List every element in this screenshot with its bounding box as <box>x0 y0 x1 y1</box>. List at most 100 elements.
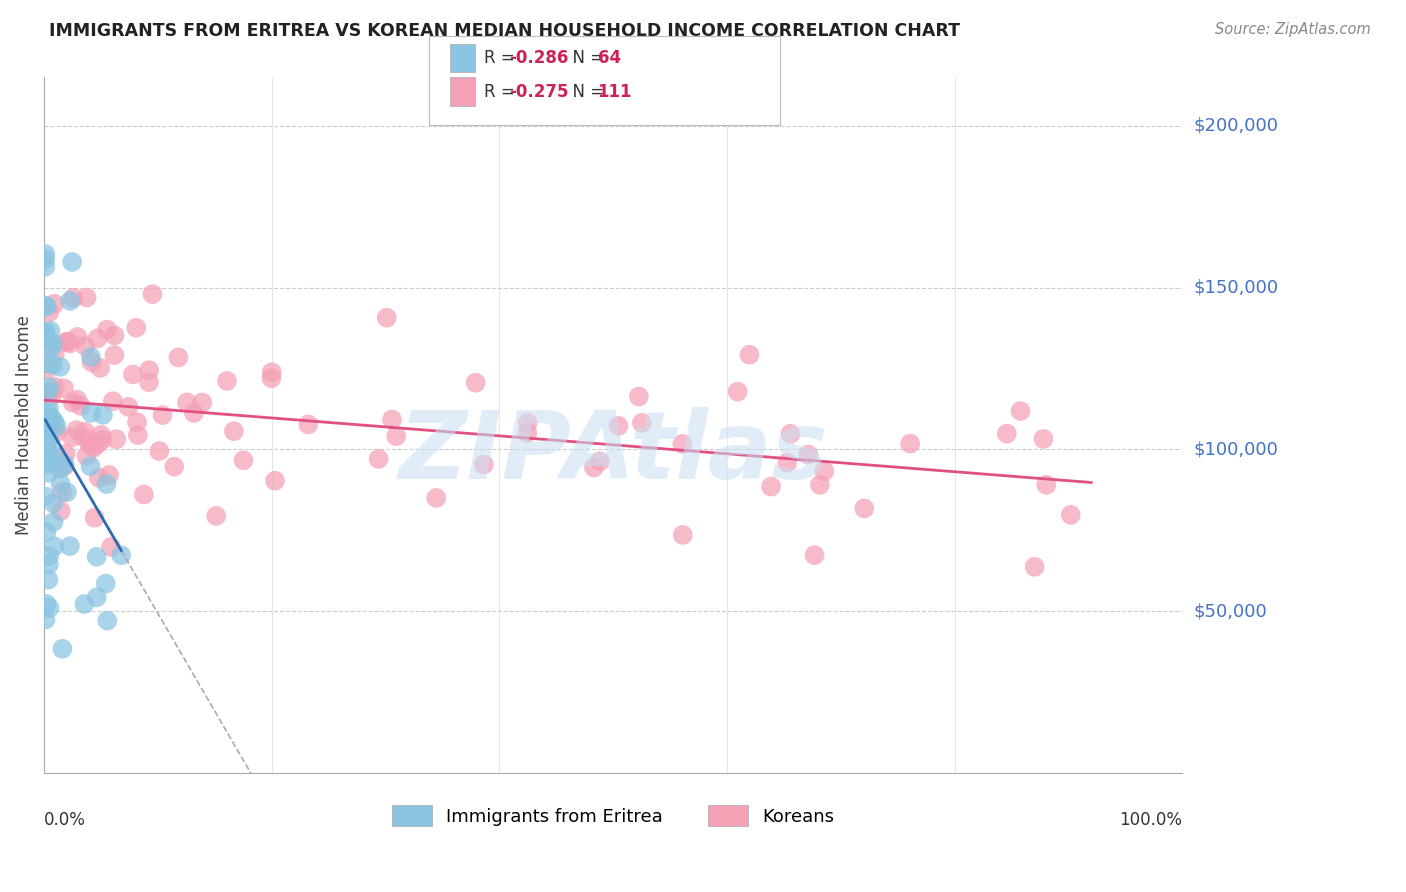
Point <box>49 504 72 518</box>
Point <box>122 368 145 382</box>
Point <box>86 549 108 564</box>
Point <box>138 375 160 389</box>
Point <box>89 360 111 375</box>
Point <box>35 525 58 540</box>
Text: $100,000: $100,000 <box>1194 441 1278 458</box>
Point <box>39 453 62 467</box>
Point <box>34 299 56 313</box>
Point <box>516 416 538 430</box>
Text: Source: ZipAtlas.com: Source: ZipAtlas.com <box>1215 22 1371 37</box>
Point <box>69 399 91 413</box>
Point <box>41 422 63 436</box>
Point <box>79 459 101 474</box>
Point <box>59 293 82 308</box>
Point <box>96 477 118 491</box>
Text: $50,000: $50,000 <box>1194 602 1267 620</box>
Point <box>381 412 404 426</box>
Text: 100.0%: 100.0% <box>1119 811 1182 829</box>
Point <box>75 339 97 353</box>
Point <box>141 287 163 301</box>
Point <box>51 641 73 656</box>
Point <box>37 437 59 451</box>
Point <box>65 423 87 437</box>
Point <box>260 365 283 379</box>
Point <box>80 406 103 420</box>
Point <box>215 374 238 388</box>
Point <box>46 425 69 439</box>
Point <box>83 510 105 524</box>
Point <box>52 381 75 395</box>
Point <box>83 441 105 455</box>
Point <box>464 376 486 390</box>
Point <box>90 428 112 442</box>
Point <box>627 390 650 404</box>
Point <box>671 437 693 451</box>
Y-axis label: Median Household Income: Median Household Income <box>15 315 32 535</box>
Point <box>80 437 103 451</box>
Point <box>38 305 60 319</box>
Point <box>103 328 125 343</box>
Point <box>39 324 62 338</box>
Point <box>1024 559 1046 574</box>
Point <box>191 395 214 409</box>
Point <box>34 247 56 261</box>
Point <box>37 334 59 348</box>
Point <box>37 420 59 434</box>
Point <box>34 325 56 339</box>
Point <box>51 485 73 500</box>
Point <box>385 429 408 443</box>
Point <box>41 389 63 403</box>
Point <box>117 400 139 414</box>
Point <box>853 501 876 516</box>
Point <box>205 508 228 523</box>
Point <box>59 539 82 553</box>
Point <box>87 471 110 485</box>
Point <box>86 331 108 345</box>
Text: -0.275: -0.275 <box>509 83 568 101</box>
Point <box>56 485 79 500</box>
Point <box>759 479 782 493</box>
Point <box>125 320 148 334</box>
Text: IMMIGRANTS FROM ERITREA VS KOREAN MEDIAN HOUSEHOLD INCOME CORRELATION CHART: IMMIGRANTS FROM ERITREA VS KOREAN MEDIAN… <box>49 22 960 40</box>
Point <box>37 387 59 401</box>
Point <box>49 461 72 475</box>
Point <box>41 411 63 425</box>
Point <box>55 334 77 349</box>
Point <box>98 467 121 482</box>
Point <box>53 459 76 474</box>
Point <box>41 415 63 429</box>
Point <box>37 416 59 430</box>
Point <box>46 453 69 467</box>
Point <box>148 444 170 458</box>
Point <box>75 449 97 463</box>
Point <box>375 310 398 325</box>
Legend: Immigrants from Eritrea, Koreans: Immigrants from Eritrea, Koreans <box>385 798 842 833</box>
Text: $150,000: $150,000 <box>1194 278 1278 297</box>
Point <box>232 453 254 467</box>
Point <box>94 576 117 591</box>
Text: N =: N = <box>562 49 610 67</box>
Point <box>516 425 538 440</box>
Point <box>738 348 761 362</box>
Point <box>589 454 612 468</box>
Text: R =: R = <box>484 49 520 67</box>
Point <box>49 359 72 374</box>
Point <box>35 597 58 611</box>
Point <box>44 539 66 553</box>
Point <box>38 433 60 447</box>
Point <box>44 346 66 360</box>
Text: N =: N = <box>562 83 610 101</box>
Point <box>55 334 77 349</box>
Point <box>42 496 65 510</box>
Point <box>37 573 59 587</box>
Point <box>779 426 801 441</box>
Point <box>1032 432 1054 446</box>
Text: 111: 111 <box>598 83 633 101</box>
Point <box>55 447 77 461</box>
Point <box>1060 508 1083 522</box>
Text: 0.0%: 0.0% <box>44 811 86 829</box>
Point <box>96 614 118 628</box>
Point <box>91 433 114 447</box>
Point <box>96 322 118 336</box>
Point <box>86 591 108 605</box>
